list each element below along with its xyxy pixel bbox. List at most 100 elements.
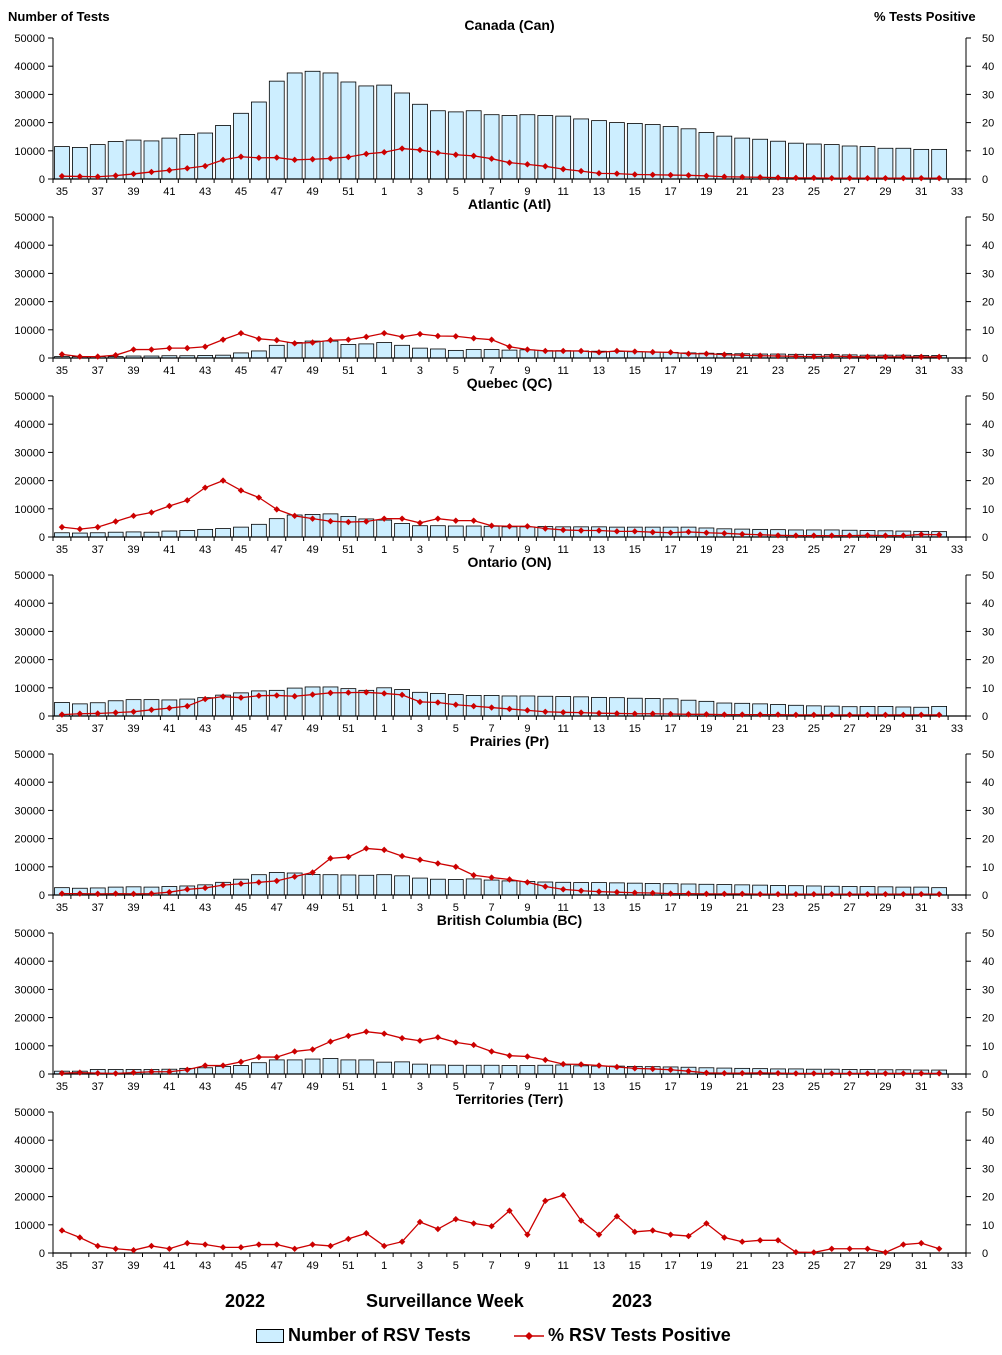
- left-tick-label: 40000: [14, 1135, 45, 1147]
- x-tick-label: 23: [772, 186, 784, 198]
- x-tick-label: 15: [629, 186, 641, 198]
- rsv-positive-point: [828, 890, 835, 898]
- rsv-positive-point: [470, 517, 477, 524]
- rsv-positive-point: [363, 150, 370, 158]
- rsv-positive-point: [184, 702, 191, 710]
- rsv-positive-point: [58, 172, 66, 180]
- rsv-positive-point: [721, 1069, 728, 1077]
- rsv-tests-bar: [483, 1064, 500, 1075]
- rsv-positive-point: [184, 165, 191, 172]
- rsv-tests-bar: [394, 1061, 410, 1075]
- rsv-tests-bar: [179, 134, 196, 180]
- rsv-positive-line: [61, 1031, 940, 1075]
- rsv-positive-point: [792, 1248, 800, 1256]
- rsv-positive-point: [506, 343, 513, 350]
- x-tick-label: 43: [199, 365, 211, 377]
- rsv-positive-point: [542, 1197, 549, 1205]
- x-tick-label: 29: [879, 723, 891, 735]
- left-tick-label: 10000: [14, 1220, 45, 1232]
- rsv-positive-point: [846, 890, 853, 898]
- x-tick-label: 41: [163, 544, 175, 556]
- rsv-positive-point: [595, 527, 603, 534]
- rsv-positive-point: [237, 329, 245, 337]
- x-tick-label: 35: [56, 902, 68, 914]
- rsv-positive-point: [309, 1241, 316, 1248]
- x-tick-label: 11: [557, 186, 568, 198]
- rsv-positive-point: [685, 172, 692, 179]
- rsv-positive-point: [273, 154, 280, 161]
- rsv-positive-point: [667, 1066, 674, 1073]
- x-tick-label: 31: [915, 902, 927, 914]
- rsv-positive-point: [345, 689, 352, 696]
- right-tick-label: 50: [982, 570, 994, 582]
- rsv-tests-bar: [233, 1065, 249, 1075]
- rsv-positive-point: [721, 711, 728, 718]
- rsv-tests-bar: [465, 110, 482, 180]
- x-tick-label: 25: [808, 544, 820, 556]
- x-tick-label: 21: [736, 186, 748, 198]
- right-tick-label: 30: [982, 1163, 994, 1175]
- x-tick-label: 47: [271, 186, 283, 198]
- x-tick-label: 51: [342, 544, 354, 556]
- rsv-positive-point: [756, 531, 764, 538]
- rsv-positive-point: [416, 1037, 424, 1044]
- x-tick-label: 1: [381, 186, 387, 198]
- rsv-tests-bar: [376, 874, 393, 896]
- x-tick-label: 33: [951, 1260, 963, 1272]
- x-tick-label: 49: [306, 365, 318, 377]
- x-tick-label: 39: [127, 902, 139, 914]
- rsv-tests-bar: [340, 874, 357, 896]
- rsv-tests-bar: [358, 874, 375, 896]
- rsv-tests-bar: [412, 103, 428, 180]
- rsv-positive-point: [828, 352, 835, 360]
- rsv-positive-point: [380, 1242, 388, 1250]
- x-tick-label: 49: [306, 723, 318, 735]
- rsv-positive-point: [255, 335, 263, 343]
- rsv-positive-point: [94, 1242, 101, 1250]
- rsv-positive-point: [918, 174, 925, 182]
- rsv-tests-bar: [322, 1058, 339, 1075]
- right-tick-label: 50: [982, 391, 994, 403]
- rsv-positive-point: [774, 890, 782, 898]
- left-tick-label: 30000: [14, 89, 45, 101]
- rsv-positive-point: [900, 353, 907, 361]
- rsv-positive-point: [721, 351, 728, 358]
- left-tick-label: 40000: [14, 777, 45, 789]
- rsv-positive-point: [255, 692, 263, 699]
- right-axis-title: % Tests Positive: [874, 9, 976, 24]
- rsv-positive-point: [201, 695, 209, 703]
- rsv-tests-bar: [465, 349, 482, 359]
- rsv-positive-point: [864, 1245, 871, 1252]
- left-tick-label: 20000: [14, 476, 45, 488]
- rsv-positive-point: [649, 1227, 656, 1234]
- x-tick-label: 51: [342, 723, 354, 735]
- rsv-positive-point: [219, 1062, 227, 1069]
- x-tick-label: 1: [381, 365, 387, 377]
- right-tick-label: 30: [982, 626, 994, 638]
- rsv-tests-bar: [788, 142, 804, 180]
- x-tick-label: 7: [489, 365, 495, 377]
- rsv-positive-point: [846, 1070, 853, 1077]
- rsv-positive-point: [613, 888, 621, 896]
- rsv-positive-point: [327, 1038, 334, 1045]
- left-tick-label: 20000: [14, 834, 45, 846]
- rsv-tests-bar: [215, 528, 231, 538]
- rsv-positive-point: [130, 708, 137, 715]
- rsv-positive-point: [774, 352, 782, 360]
- left-tick-label: 20000: [14, 297, 45, 309]
- right-tick-label: 40: [982, 777, 994, 789]
- rsv-positive-point: [309, 515, 316, 522]
- rsv-positive-point: [524, 1053, 531, 1060]
- x-tick-label: 5: [453, 1081, 459, 1093]
- rsv-positive-point: [864, 711, 871, 719]
- x-tick-label: 9: [524, 186, 530, 198]
- chart-title: Prairies (Pr): [470, 733, 549, 749]
- rsv-tests-bar: [895, 147, 912, 180]
- rsv-positive-point: [76, 890, 84, 897]
- rsv-tests-bar: [501, 1065, 518, 1075]
- rsv-positive-point: [595, 349, 603, 356]
- x-tick-label: 37: [92, 902, 104, 914]
- left-tick-label: 50000: [14, 570, 45, 582]
- rsv-positive-point: [685, 1232, 692, 1240]
- left-tick-label: 20000: [14, 655, 45, 667]
